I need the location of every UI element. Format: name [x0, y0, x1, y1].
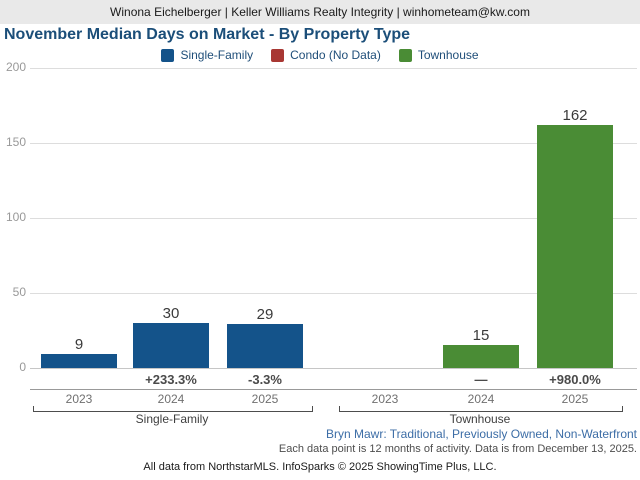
percent-change-label: -3.3% [248, 372, 282, 387]
legend-label: Condo (No Data) [290, 48, 381, 62]
axis-separator-line [30, 389, 637, 390]
search-criteria-text: Bryn Mawr: Traditional, Previously Owned… [326, 427, 637, 441]
bar-value-label: 15 [472, 327, 490, 344]
x-axis-year-label: 2025 [561, 392, 589, 406]
y-axis-tick-label: 0 [19, 360, 26, 374]
legend-swatch-icon [271, 48, 285, 62]
gridline-0 [30, 368, 637, 369]
chart-title: November Median Days on Market - By Prop… [4, 26, 411, 43]
attribution-text: All data from NorthstarMLS. InfoSparks ©… [143, 461, 497, 473]
x-axis-year-label: 2024 [467, 392, 495, 406]
legend-label: Single-Family [180, 48, 254, 62]
y-axis-tick-label: 50 [12, 285, 26, 299]
group-bracket [339, 406, 623, 412]
gridline-200 [30, 68, 637, 69]
legend-item-condo-no-data-[interactable]: Condo (No Data) [271, 48, 381, 62]
bar-value-label: 29 [256, 306, 274, 323]
bar-value-label: 9 [74, 336, 84, 353]
group-label-townhouse: Townhouse [449, 412, 511, 426]
legend-label: Townhouse [417, 48, 479, 62]
percent-change-label: — [474, 372, 488, 387]
x-axis-year-label: 2025 [251, 392, 279, 406]
group-label-single-family: Single-Family [135, 412, 209, 426]
bar-value-label: 30 [162, 305, 180, 322]
gridline-100 [30, 218, 637, 219]
y-axis-tick-label: 150 [5, 135, 26, 149]
bar-single-family-2023[interactable] [41, 354, 117, 368]
legend-swatch-icon [398, 48, 412, 62]
agent-contact-text: Winona Eichelberger | Keller Williams Re… [110, 5, 530, 19]
x-axis-year-label: 2023 [371, 392, 399, 406]
legend-item-single-family[interactable]: Single-Family [161, 48, 253, 62]
chart-legend: Single-Family Condo (No Data) Townhouse [0, 48, 640, 62]
bar-townhouse-2025[interactable] [537, 125, 613, 368]
agent-contact-bar: Winona Eichelberger | Keller Williams Re… [0, 0, 640, 24]
gridline-50 [30, 293, 637, 294]
y-axis-tick-label: 100 [5, 210, 26, 224]
x-axis-year-label: 2023 [65, 392, 93, 406]
legend-swatch-icon [161, 48, 175, 62]
y-axis-tick-label: 200 [5, 60, 26, 74]
bar-single-family-2024[interactable] [133, 323, 209, 368]
data-note-text: Each data point is 12 months of activity… [278, 443, 637, 455]
bar-single-family-2025[interactable] [227, 324, 303, 368]
bar-townhouse-2024[interactable] [443, 345, 519, 368]
percent-change-label: +233.3% [145, 372, 197, 387]
group-bracket [33, 406, 313, 412]
percent-change-label: +980.0% [549, 372, 601, 387]
legend-item-townhouse[interactable]: Townhouse [398, 48, 479, 62]
x-axis-year-label: 2024 [157, 392, 185, 406]
gridline-150 [30, 143, 637, 144]
bar-value-label: 162 [562, 107, 588, 124]
